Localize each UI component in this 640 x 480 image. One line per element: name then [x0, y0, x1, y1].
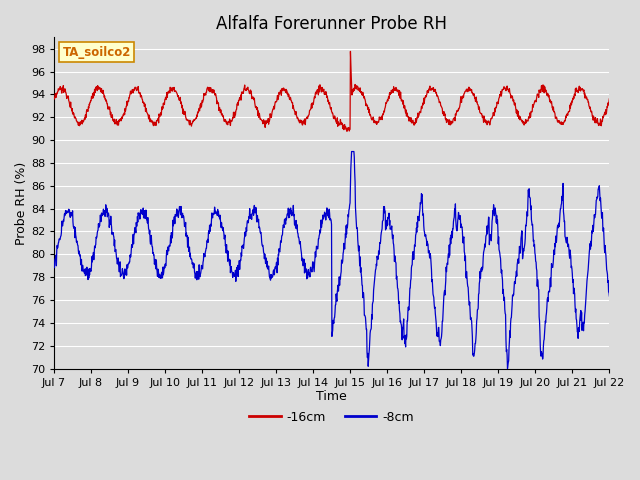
Text: TA_soilco2: TA_soilco2	[62, 46, 131, 59]
Legend: -16cm, -8cm: -16cm, -8cm	[244, 406, 419, 429]
X-axis label: Time: Time	[316, 390, 347, 403]
Y-axis label: Probe RH (%): Probe RH (%)	[15, 161, 28, 244]
Title: Alfalfa Forerunner Probe RH: Alfalfa Forerunner Probe RH	[216, 15, 447, 33]
